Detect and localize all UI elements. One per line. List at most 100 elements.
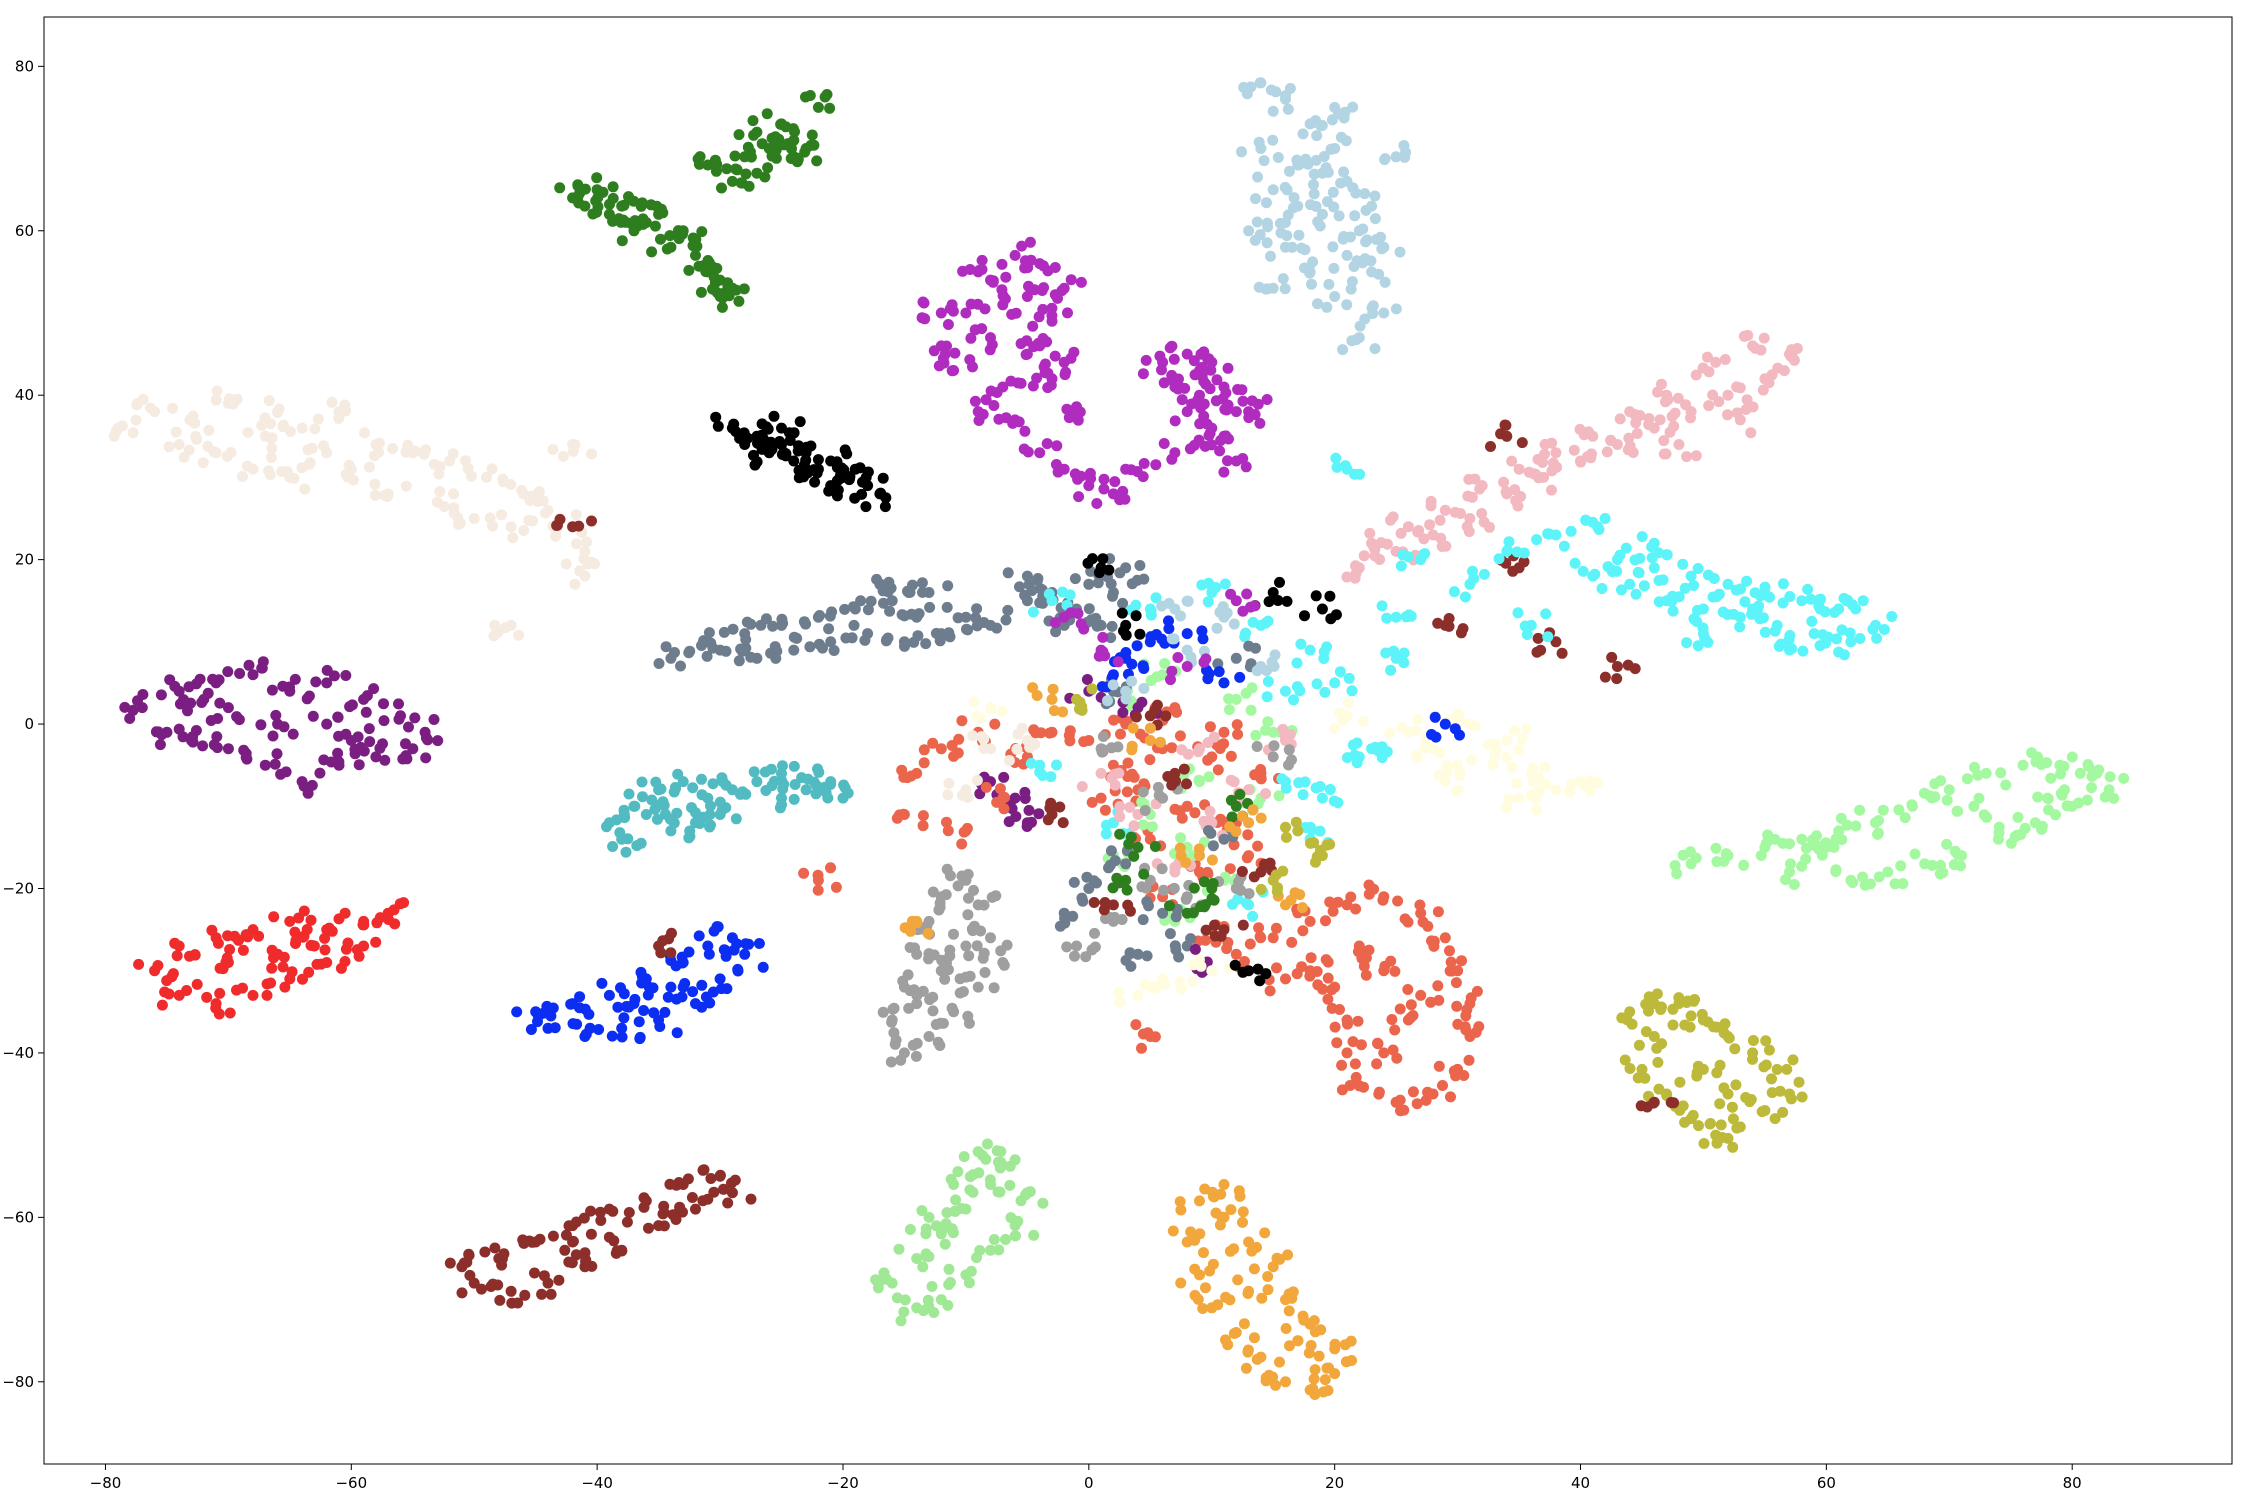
scatter-point: [672, 768, 684, 780]
scatter-point: [922, 1294, 934, 1306]
scatter-point: [745, 1193, 757, 1205]
scatter-point: [1893, 804, 1905, 816]
scatter-point: [1114, 996, 1126, 1008]
scatter-point: [1527, 762, 1539, 774]
scatter-point: [511, 1006, 523, 1018]
scatter-point: [1105, 845, 1117, 857]
scatter-point: [1117, 597, 1129, 609]
scatter-point: [637, 791, 648, 803]
scatter-point: [1722, 578, 1734, 590]
scatter-point: [690, 807, 701, 819]
scatter-point: [1137, 368, 1149, 380]
scatter-point: [1308, 1315, 1320, 1327]
scatter-point: [1897, 878, 1909, 890]
scatter-point: [726, 784, 738, 796]
scatter-point: [607, 1205, 619, 1217]
scatter-point: [1687, 1109, 1699, 1121]
scatter-point: [971, 774, 983, 786]
scatter-point: [964, 354, 976, 366]
scatter-point: [1685, 1010, 1697, 1022]
scatter-point: [898, 1306, 910, 1318]
scatter-point: [916, 312, 928, 324]
scatter-point: [1283, 744, 1295, 756]
scatter-point: [1478, 516, 1490, 528]
scatter-point: [1099, 804, 1111, 816]
scatter-point: [1280, 782, 1292, 794]
scatter-point: [1380, 647, 1392, 659]
scatter-point: [1800, 842, 1812, 854]
scatter-point: [403, 721, 414, 733]
scatter-point: [1268, 660, 1280, 672]
scatter-point: [1802, 583, 1814, 595]
scatter-point: [1042, 814, 1054, 826]
scatter-point: [1661, 549, 1673, 561]
scatter-point: [1381, 612, 1393, 624]
scatter-point: [1218, 466, 1230, 478]
scatter-point: [1376, 600, 1388, 612]
scatter-point: [1411, 1098, 1423, 1110]
scatter-point: [2026, 747, 2038, 759]
scatter-point: [1540, 778, 1552, 790]
scatter-point: [895, 1315, 907, 1327]
scatter-point: [1107, 899, 1119, 911]
scatter-point: [370, 936, 382, 948]
scatter-point: [340, 468, 352, 480]
scatter-point: [1251, 216, 1263, 228]
scatter-point: [1172, 652, 1184, 663]
scatter-point: [978, 899, 990, 911]
scatter-point: [660, 641, 672, 653]
scatter-point: [2099, 791, 2111, 803]
scatter-point: [729, 150, 741, 162]
scatter-point: [1784, 838, 1795, 850]
scatter-point: [1444, 945, 1455, 957]
scatter-point: [1246, 1245, 1258, 1257]
scatter-point: [1117, 485, 1129, 497]
scatter-point: [740, 168, 752, 180]
scatter-point: [1114, 801, 1126, 812]
scatter-point: [1223, 704, 1235, 716]
scatter-point: [1935, 859, 1947, 871]
scatter-point: [1420, 1094, 1432, 1106]
scatter-point: [1350, 334, 1362, 346]
scatter-point: [1120, 858, 1132, 870]
scatter-point: [708, 271, 720, 283]
scatter-point: [694, 818, 706, 829]
scatter-point: [1769, 833, 1781, 845]
scatter-point: [1357, 223, 1369, 235]
scatter-point: [1098, 904, 1110, 916]
scatter-point: [1251, 1353, 1263, 1365]
scatter-point: [718, 1183, 729, 1195]
scatter-point: [1192, 1293, 1204, 1305]
scatter-point: [1097, 744, 1109, 756]
scatter-point: [1764, 591, 1775, 603]
scatter-point: [332, 747, 344, 759]
scatter-point: [1324, 590, 1336, 602]
scatter-point: [1248, 1263, 1260, 1275]
scatter-point: [1173, 373, 1184, 385]
scatter-point: [1760, 1035, 1772, 1047]
scatter-point: [1630, 417, 1642, 429]
scatter-point: [368, 683, 380, 695]
scatter-point: [1583, 426, 1594, 438]
scatter-point: [1614, 549, 1626, 561]
scatter-point: [704, 997, 716, 1009]
scatter-point: [1189, 943, 1201, 955]
scatter-point: [714, 796, 726, 808]
scatter-point: [202, 687, 214, 699]
scatter-point: [1141, 950, 1153, 962]
scatter-point: [1125, 960, 1137, 972]
scatter-point: [886, 1016, 898, 1028]
scatter-point: [642, 989, 654, 1001]
scatter-point: [942, 1299, 954, 1311]
scatter-point: [388, 904, 400, 916]
x-tick-label: −80: [90, 1474, 122, 1492]
scatter-point: [197, 457, 209, 469]
scatter-point: [393, 698, 404, 710]
scatter-point: [1241, 852, 1253, 864]
scatter-point: [418, 448, 430, 460]
x-tick-label: −60: [335, 1474, 367, 1492]
scatter-point: [916, 577, 928, 589]
scatter-point: [541, 1000, 553, 1012]
scatter-point: [714, 809, 726, 820]
scatter-point: [1311, 130, 1323, 142]
